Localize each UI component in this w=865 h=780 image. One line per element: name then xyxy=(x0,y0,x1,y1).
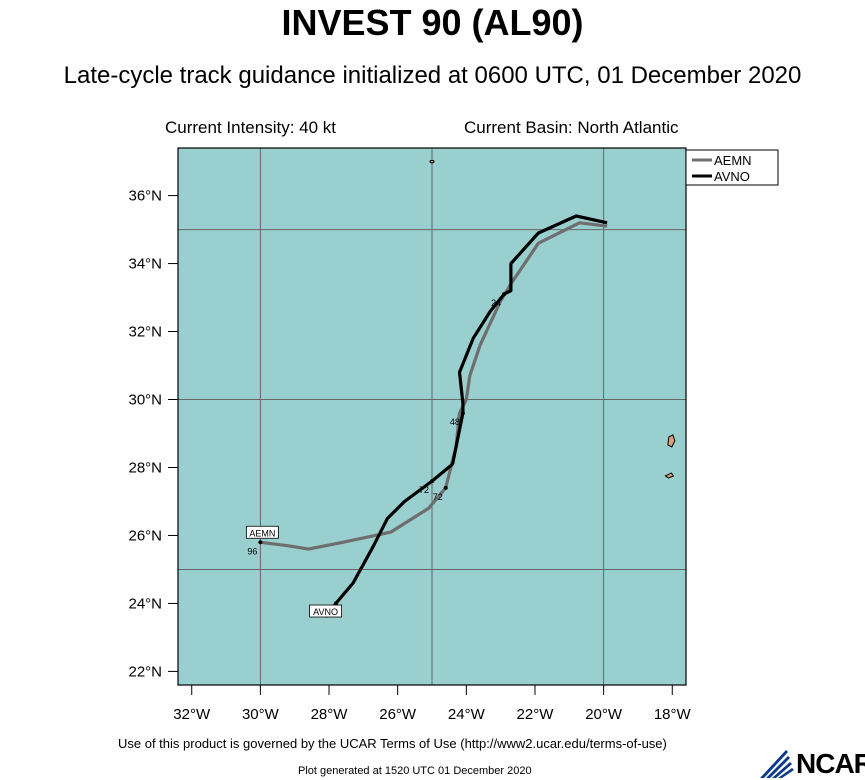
x-tick-label: 24°W xyxy=(448,706,486,723)
y-tick-label: 34°N xyxy=(128,256,162,273)
chart-subtitle: Late-cycle track guidance initialized at… xyxy=(63,62,802,89)
generated-timestamp: Plot generated at 1520 UTC 01 December 2… xyxy=(298,765,532,777)
chart-title: INVEST 90 (AL90) xyxy=(281,2,584,43)
y-tick-label: 26°N xyxy=(128,527,162,544)
island-shape xyxy=(664,472,675,479)
track-hour-label: 24 xyxy=(491,298,501,308)
x-tick-label: 32°W xyxy=(173,706,211,723)
plot-frame xyxy=(177,147,687,686)
y-tick-label: 28°N xyxy=(128,459,162,476)
legend-box xyxy=(685,149,779,186)
track-hour-label: 48 xyxy=(450,417,460,427)
legend-label-avno: AVNO xyxy=(714,169,750,184)
x-tick-label: 18°W xyxy=(654,706,692,723)
track-time-marker xyxy=(333,601,338,606)
track-time-marker xyxy=(443,485,448,490)
y-tick-label: 22°N xyxy=(128,663,162,680)
track-time-marker xyxy=(502,292,507,297)
x-tick-label: 26°W xyxy=(379,706,417,723)
track-hour-label: 72 xyxy=(433,492,443,502)
track-hour-label: 72 xyxy=(419,485,429,495)
track-hour-label: 96 xyxy=(247,546,257,556)
y-tick-label: 24°N xyxy=(128,595,162,612)
track-end-label-box xyxy=(245,525,279,539)
x-tick-label: 28°W xyxy=(311,706,349,723)
x-tick-label: 30°W xyxy=(242,706,280,723)
terms-of-use-text: Use of this product is governed by the U… xyxy=(118,736,667,751)
track-end-label-box xyxy=(309,604,342,618)
track-end-label: AVNO xyxy=(313,607,338,617)
ncar-logo-icon xyxy=(760,750,794,778)
island-shape xyxy=(667,434,676,448)
legend-label-aemn: AEMN xyxy=(714,153,752,168)
track-line-aemn xyxy=(260,221,608,551)
x-tick-label: 22°W xyxy=(517,706,555,723)
y-tick-label: 32°N xyxy=(128,324,162,341)
track-time-marker xyxy=(258,540,263,545)
current-basin-label: Current Basin: North Atlantic xyxy=(464,118,679,137)
y-tick-label: 30°N xyxy=(128,392,162,409)
track-time-marker xyxy=(430,479,434,484)
island-shape xyxy=(429,159,435,164)
current-intensity-label: Current Intensity: 40 kt xyxy=(165,118,337,137)
ncar-logo: NCAR xyxy=(796,748,865,779)
track-end-label: AEMN xyxy=(249,528,275,538)
x-tick-label: 20°W xyxy=(585,706,623,723)
track-line-avno xyxy=(324,214,608,618)
track-time-marker xyxy=(460,411,465,416)
y-tick-label: 36°N xyxy=(128,188,162,205)
